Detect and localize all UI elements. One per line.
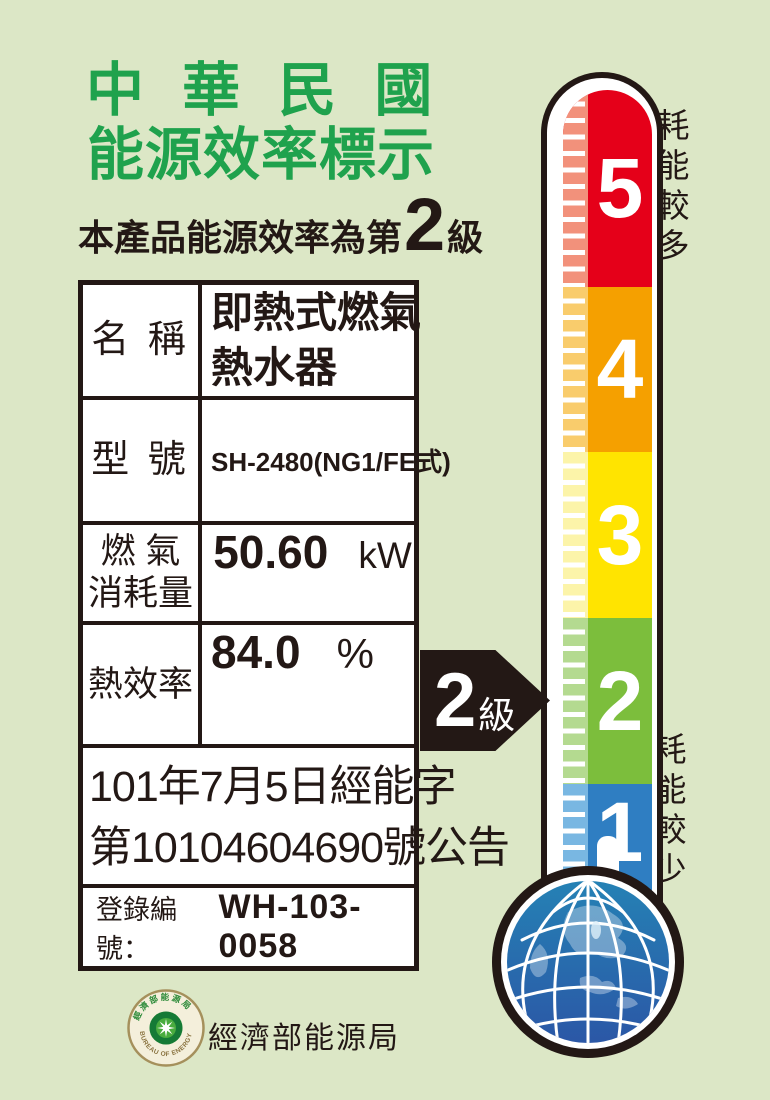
arrow-grade-number: 2 — [434, 657, 477, 743]
seal-star-icon — [157, 1019, 175, 1037]
table-row-name: 名 稱 即熱式燃氣 熱水器 — [83, 285, 421, 401]
model-number: SH-2480(NG1/FE式) — [211, 447, 451, 478]
model-value-cell: SH-2480(NG1/FE式) — [202, 400, 451, 520]
label-title-line2: 能源效率標示 — [87, 123, 435, 187]
level-5-segment: 5 — [563, 90, 652, 287]
table-row-gas-consumption: 燃 氣 消耗量 50.60 kW — [83, 524, 414, 625]
level-5-tick-stripe — [563, 90, 588, 287]
efficiency-label: 熱效率 — [87, 664, 193, 704]
announcement-row: 101年7月5日經能字 第10104604690號公告 — [83, 748, 510, 888]
gas-label-line1: 燃 氣 — [100, 532, 181, 572]
globe-glint — [591, 921, 601, 939]
grade-statement-number: 2 — [404, 183, 446, 266]
level-3-segment: 3 — [563, 452, 652, 618]
level-4-number: 4 — [596, 322, 644, 416]
announcement-line1: 101年7月5日經能字 — [89, 762, 457, 811]
level-4-tick-stripe — [563, 287, 588, 452]
arrow-grade-suffix: 級 — [478, 694, 516, 736]
efficiency-value-cell: 84.0 % — [202, 625, 414, 744]
registration-label: 登錄編號： — [96, 895, 177, 964]
product-name-line1: 即熱式燃氣 — [211, 289, 422, 337]
efficiency-unit: % — [336, 629, 374, 677]
announcement-line2: 第10104604690號公告 — [89, 823, 510, 872]
efficiency-label-cell: 熱效率 — [83, 624, 202, 744]
name-value-cell: 即熱式燃氣 熱水器 — [202, 285, 421, 396]
table-row-efficiency: 熱效率 84.0 % — [83, 624, 414, 748]
model-label-cell: 型 號 — [83, 400, 202, 521]
grade-pointer-arrow-icon: 2 級 — [420, 650, 550, 751]
registration-row: 登錄編號： WH-103-0058 — [83, 888, 414, 966]
grade-statement-suffix: 級 — [447, 217, 484, 258]
level-4-segment: 4 — [563, 287, 652, 452]
level-2-tick-stripe — [563, 618, 588, 784]
product-name-line2: 熱水器 — [211, 343, 338, 391]
model-label: 型 號 — [91, 439, 190, 482]
level-3-number: 3 — [596, 488, 644, 582]
grade-statement-prefix: 本產品能源效率為第 — [78, 217, 403, 258]
grade-statement: 本產品能源效率為第 2 級 — [78, 183, 484, 267]
efficiency-value: 84.0 — [211, 625, 301, 678]
spec-table: 名 稱 即熱式燃氣 熱水器 型 號 SH-2480(NG1/FE式) 燃 氣 消… — [78, 280, 510, 971]
gas-label-line2: 消耗量 — [87, 573, 193, 613]
level-5-number: 5 — [596, 141, 644, 235]
name-label-cell: 名 稱 — [83, 285, 202, 397]
bureau-of-energy-seal-icon: 經濟部能源局 BUREAU OF ENERGY — [127, 989, 205, 1067]
gas-label-cell: 燃 氣 消耗量 — [83, 524, 202, 621]
gas-consumption-value: 50.60 — [213, 525, 329, 578]
gas-consumption-unit: kW — [358, 534, 412, 576]
earth-globe-icon — [492, 866, 684, 1058]
gas-value-cell: 50.60 kW — [202, 525, 414, 621]
level-2-segment: 2 — [563, 618, 652, 784]
level-3-tick-stripe — [563, 452, 588, 618]
agency-name: 經濟部能源局 — [208, 1022, 400, 1055]
table-row-model: 型 號 SH-2480(NG1/FE式) — [83, 400, 451, 525]
registration-number: WH-103-0058 — [218, 888, 362, 965]
label-title-line1: 中 華 民 國 — [86, 58, 444, 123]
thermometer-scale: 5 4 3 2 1 — [563, 90, 652, 902]
name-label: 名 稱 — [91, 319, 190, 362]
level-2-number: 2 — [596, 654, 644, 748]
